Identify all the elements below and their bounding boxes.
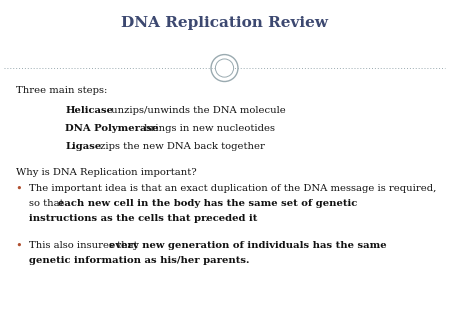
Text: •: • — [16, 183, 22, 194]
Text: brings in new nucleotides: brings in new nucleotides — [141, 124, 275, 133]
Text: The important idea is that an exact duplication of the DNA message is required,: The important idea is that an exact dupl… — [29, 183, 436, 193]
Text: DNA Replication Review: DNA Replication Review — [121, 16, 328, 30]
Text: zips the new DNA back together: zips the new DNA back together — [97, 141, 265, 151]
Ellipse shape — [216, 59, 233, 77]
Text: each new cell in the body has the same set of genetic: each new cell in the body has the same s… — [58, 199, 357, 208]
Text: Ligase: Ligase — [65, 141, 101, 151]
Text: Why is DNA Replication important?: Why is DNA Replication important? — [16, 168, 196, 177]
Text: instructions as the cells that preceded it: instructions as the cells that preceded … — [29, 214, 258, 222]
Text: Helicase: Helicase — [65, 106, 113, 115]
Text: DNA Polymerase: DNA Polymerase — [65, 124, 158, 133]
Text: .: . — [204, 214, 207, 222]
Text: every new generation of individuals has the same: every new generation of individuals has … — [109, 241, 387, 250]
Text: This also insures that: This also insures that — [29, 241, 141, 250]
Text: so that: so that — [29, 199, 67, 208]
Text: •: • — [16, 241, 22, 251]
Text: unzips/unwinds the DNA molecule: unzips/unwinds the DNA molecule — [108, 106, 286, 115]
Text: Three main steps:: Three main steps: — [16, 86, 107, 95]
Text: genetic information as his/her parents.: genetic information as his/her parents. — [29, 256, 250, 265]
